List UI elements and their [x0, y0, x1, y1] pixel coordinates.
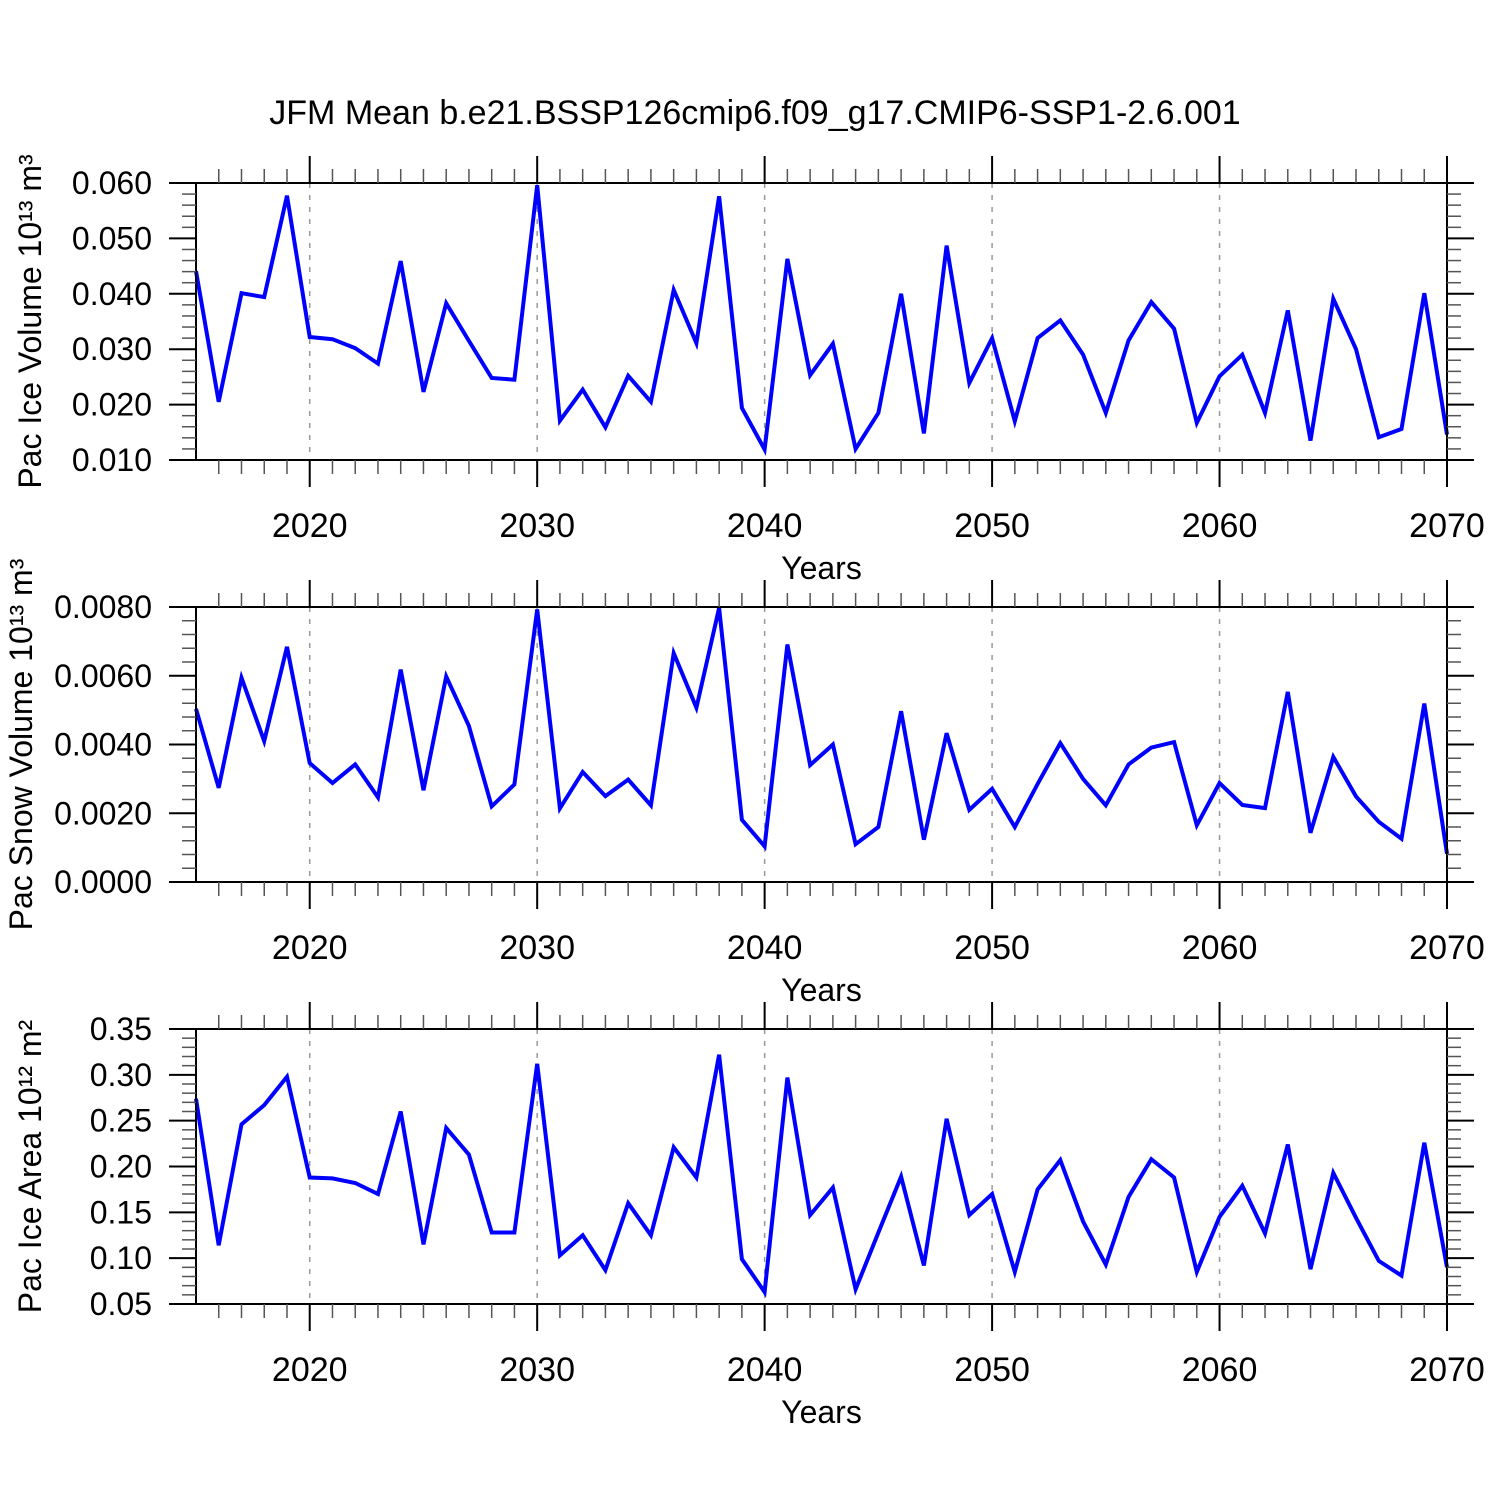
- y-ticks: 0.010 0.020 0.030 0.040 0.050 0.060: [72, 165, 1474, 478]
- x-tick-label: 2020: [272, 507, 348, 545]
- x-ticks: 2020 2030 2040 2050 2060 2070: [217, 580, 1485, 967]
- y-tick-label: 0.060: [72, 165, 152, 201]
- x-tick-label: 2040: [727, 929, 803, 967]
- y-axis-title: Pac Ice Volume 10¹³ m³: [12, 154, 48, 489]
- x-tick-label: 2070: [1409, 929, 1485, 967]
- x-tick-label: 2050: [954, 507, 1030, 545]
- y-tick-label: 0.030: [72, 331, 152, 367]
- x-tick-label: 2040: [727, 1351, 803, 1389]
- x-tick-label: 2030: [499, 507, 575, 545]
- y-tick-label: 0.010: [72, 442, 152, 478]
- y-tick-label: 0.0060: [54, 658, 152, 694]
- data-line: [194, 184, 1449, 456]
- y-axis-title: Pac Snow Volume 10¹³ m³: [3, 558, 39, 930]
- y-tick-label: 0.10: [90, 1240, 152, 1276]
- y-tick-label: 0.30: [90, 1057, 152, 1093]
- gridlines: [308, 1029, 1221, 1304]
- x-ticks: 2020 2030 2040 2050 2060 2070: [217, 1002, 1485, 1389]
- x-tick-label: 2050: [954, 1351, 1030, 1389]
- y-tick-label: 0.35: [90, 1011, 152, 1047]
- x-axis-title: Years: [781, 550, 862, 586]
- x-tick-label: 2020: [272, 1351, 348, 1389]
- y-tick-label: 0.15: [90, 1194, 152, 1230]
- page-title: JFM Mean b.e21.BSSP126cmip6.f09_g17.CMIP…: [269, 94, 1240, 132]
- y-tick-label: 0.020: [72, 387, 152, 423]
- y-axis-title: Pac Ice Area 10¹² m²: [12, 1019, 48, 1313]
- y-tick-label: 0.25: [90, 1103, 152, 1139]
- y-tick-label: 0.0000: [54, 864, 152, 900]
- gridlines: [308, 183, 1221, 460]
- x-axis-title: Years: [781, 1394, 862, 1430]
- x-tick-label: 2060: [1182, 1351, 1258, 1389]
- y-tick-label: 0.0080: [54, 589, 152, 625]
- x-tick-label: 2070: [1409, 507, 1485, 545]
- y-tick-label: 0.20: [90, 1149, 152, 1185]
- chart-pac-ice-area: 0.05 0.10 0.15 0.20 0.25 0.30 0.35 2020 2030 2040…: [12, 1002, 1485, 1430]
- y-tick-label: 0.05: [90, 1286, 152, 1322]
- x-tick-label: 2040: [727, 507, 803, 545]
- x-axis-title: Years: [781, 972, 862, 1008]
- x-tick-label: 2050: [954, 929, 1030, 967]
- x-tick-label: 2070: [1409, 1351, 1485, 1389]
- y-tick-label: 0.040: [72, 276, 152, 312]
- y-ticks: 0.0000 0.0020 0.0040 0.0060 0.0080: [54, 589, 1474, 900]
- axis-frame: [195, 182, 1448, 461]
- x-tick-label: 2030: [499, 929, 575, 967]
- y-tick-label: 0.0020: [54, 795, 152, 831]
- y-ticks: 0.05 0.10 0.15 0.20 0.25 0.30 0.35: [90, 1011, 1474, 1322]
- x-ticks: 2020 2030 2040 2050 2060 2070: [217, 156, 1485, 545]
- y-tick-label: 0.050: [72, 220, 152, 256]
- data-line: [194, 1054, 1449, 1298]
- x-tick-label: 2060: [1182, 929, 1258, 967]
- x-tick-label: 2030: [499, 1351, 575, 1389]
- y-tick-label: 0.0040: [54, 727, 152, 763]
- data-line: [194, 607, 1449, 855]
- x-tick-label: 2060: [1182, 507, 1258, 545]
- x-tick-label: 2020: [272, 929, 348, 967]
